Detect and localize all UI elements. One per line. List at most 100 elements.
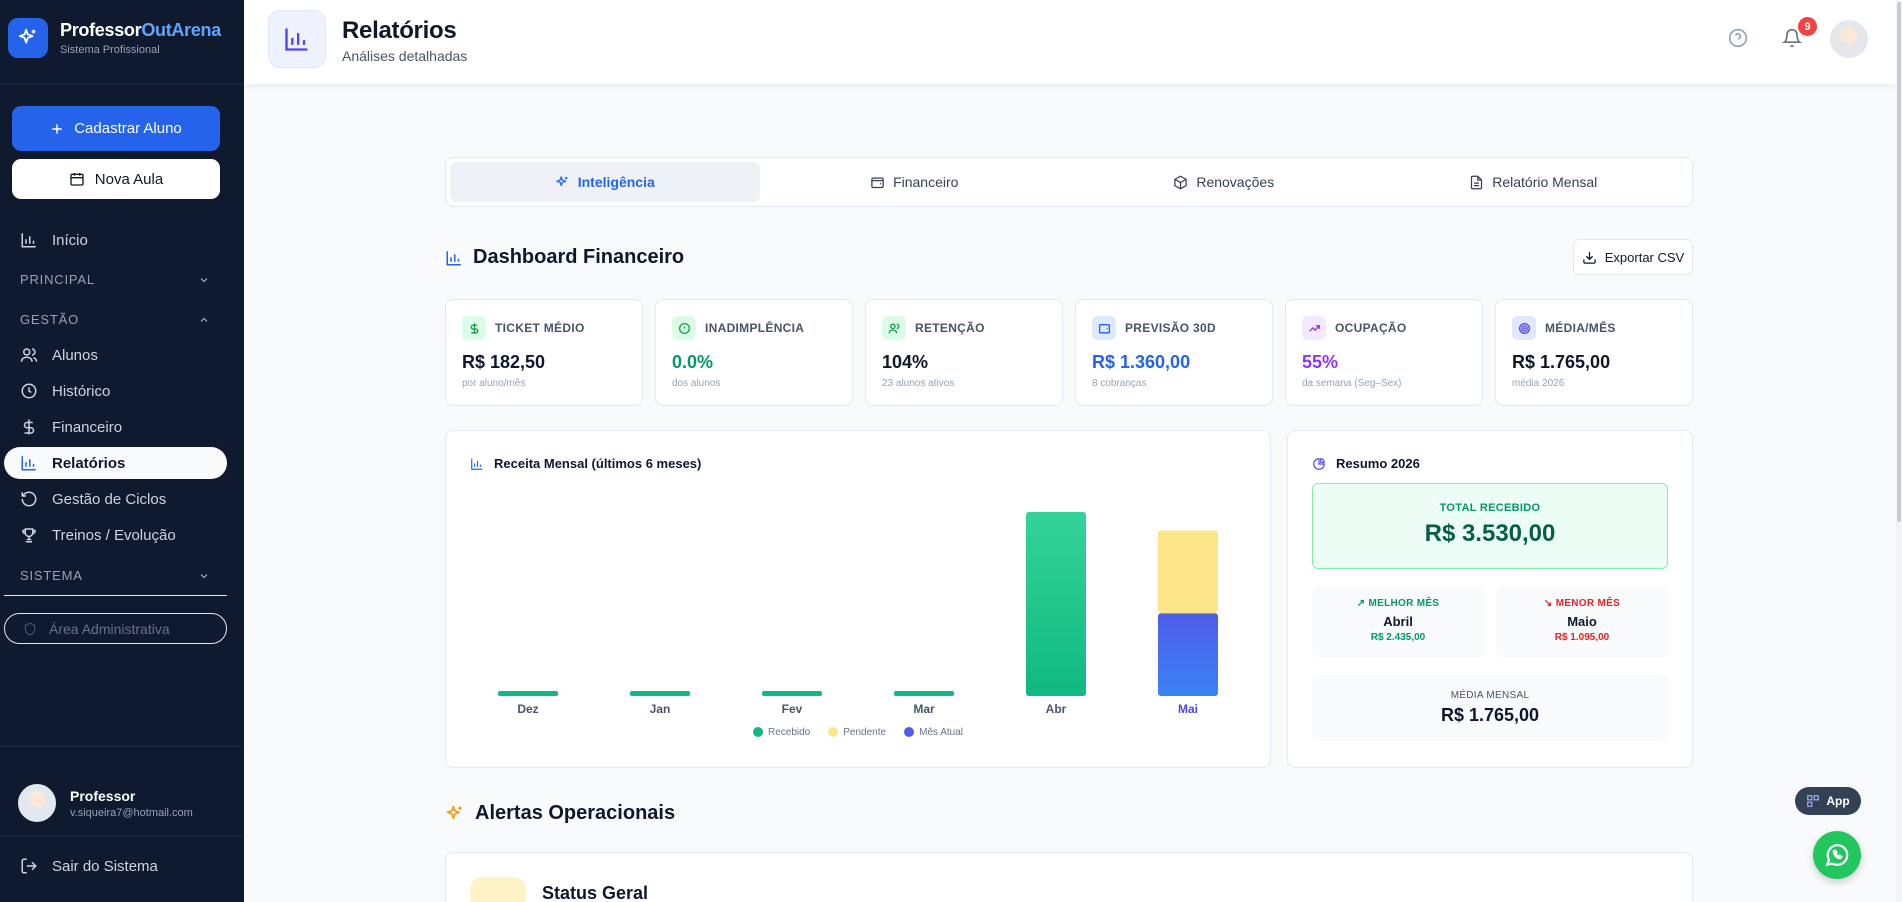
help-icon[interactable] <box>1728 28 1748 48</box>
scrollbar-thumb[interactable] <box>1897 2 1901 522</box>
best-month-value: R$ 2.435,00 <box>1370 632 1426 643</box>
chart-legend: Recebido Pendente Mês Atual <box>446 727 1270 738</box>
total-value: R$ 3.530,00 <box>1424 520 1556 547</box>
admin-area-input[interactable]: Área Administrativa <box>4 613 227 644</box>
kpi-value: R$ 1.360,00 <box>1092 352 1191 372</box>
app-icon <box>1807 795 1820 807</box>
tab-renovacoes[interactable]: Renovações <box>1069 162 1379 202</box>
package-icon <box>1174 175 1188 189</box>
bar-chart-icon <box>21 456 36 471</box>
worst-month-name: Maio <box>1567 614 1597 629</box>
x-tick-label: Dez <box>517 702 538 716</box>
logout-button[interactable]: Sair do Sistema <box>20 857 158 875</box>
divider <box>0 84 244 85</box>
bar-mar-recebido[interactable] <box>894 691 954 696</box>
kpi-subtext: 8 cobranças <box>1092 378 1147 389</box>
plus-icon <box>52 123 62 134</box>
average-label: MÉDIA MENSAL <box>1450 690 1530 701</box>
total-label: TOTAL RECEBIDO <box>1439 502 1541 514</box>
brand-name: ProfessorOutArena <box>60 20 221 40</box>
x-tick-label: Abr <box>1046 702 1067 716</box>
rotate-icon <box>21 491 37 507</box>
users-icon <box>20 348 38 362</box>
alerts-title: Alertas Operacionais <box>445 802 675 825</box>
user-profile[interactable]: Professor v.siqueira7@hotmail.com <box>18 784 193 822</box>
section-principal[interactable]: PRINCIPAL <box>20 272 210 287</box>
revenue-bar-chart: Dez Jan Fev Mar Abr Mai <box>498 512 1218 716</box>
avatar[interactable] <box>1830 20 1868 58</box>
tab-relatorio-mensal[interactable]: Relatório Mensal <box>1379 162 1689 202</box>
dashboard-title: Dashboard Financeiro <box>445 246 684 269</box>
average-value: R$ 1.765,00 <box>1440 705 1540 725</box>
bar-chart-icon <box>21 233 36 248</box>
pie-chart-icon <box>1313 457 1325 470</box>
kpi-subtext: por aluno/mês <box>462 378 526 389</box>
dollar-icon <box>462 316 486 340</box>
bar-chart-icon <box>268 10 326 68</box>
worst-month-box: ↘ MENOR MÊS Maio R$ 1.095,00 <box>1496 586 1668 658</box>
report-tabs: Inteligência Financeiro Renovações Relat… <box>445 157 1693 207</box>
kpi-inadimplencia: INADIMPLÊNCIA 0.0% dos alunos <box>655 299 853 406</box>
summary-title: Resumo 2026 <box>1312 456 1420 471</box>
bar-mai-pendente[interactable] <box>1158 530 1218 614</box>
x-tick-label: Mai <box>1178 702 1198 716</box>
chart-title: Receita Mensal (últimos 6 meses) <box>470 456 701 471</box>
page-subtitle: Análises detalhadas <box>342 48 468 64</box>
divider <box>4 595 227 596</box>
legend-item-mes-atual[interactable]: Mês Atual <box>904 727 963 738</box>
calendar-icon <box>70 173 84 186</box>
tab-inteligencia[interactable]: Inteligência <box>450 162 760 202</box>
app-button[interactable]: App <box>1795 787 1861 815</box>
kpi-value: R$ 1.765,00 <box>1512 352 1611 372</box>
legend-item-pendente[interactable]: Pendente <box>828 727 886 738</box>
sidebar-item-financeiro[interactable]: Financeiro <box>4 411 227 443</box>
new-class-button[interactable]: Nova Aula <box>12 159 220 199</box>
wallet-icon <box>871 177 884 188</box>
wallet-icon <box>1092 316 1116 340</box>
kpi-value: R$ 182,50 <box>462 352 546 372</box>
bar-chart-icon <box>471 458 483 470</box>
kpi-retencao: RETENÇÃO 104% 23 alunos ativos <box>865 299 1063 406</box>
chevron-down-icon <box>200 573 208 578</box>
sidebar-item-relatorios[interactable]: Relatórios <box>4 447 227 479</box>
section-gestao[interactable]: GESTÃO <box>20 312 210 327</box>
legend-item-recebido[interactable]: Recebido <box>752 727 810 738</box>
best-month-label: ↗ MELHOR MÊS <box>1356 598 1440 609</box>
sidebar-item-treinos[interactable]: Treinos / Evolução <box>4 519 227 551</box>
brand[interactable]: ProfessorOutArena Sistema Profissional <box>8 18 221 58</box>
sidebar-item-historico[interactable]: Histórico <box>4 375 227 407</box>
kpi-subtext: média 2026 <box>1512 378 1565 389</box>
section-sistema[interactable]: SISTEMA <box>20 568 210 583</box>
bar-mai-mes-atual[interactable] <box>1158 613 1218 696</box>
sidebar-item-gestao-ciclos[interactable]: Gestão de Ciclos <box>4 483 227 515</box>
chevron-down-icon <box>200 277 208 282</box>
kpi-ticket-medio: TICKET MÉDIO R$ 182,50 por aluno/mês <box>445 299 643 406</box>
add-student-button[interactable]: Cadastrar Aluno <box>12 106 220 151</box>
revenue-chart-card: Receita Mensal (últimos 6 meses) Dez Jan F… <box>445 430 1271 768</box>
export-csv-button[interactable]: Exportar CSV <box>1573 239 1693 275</box>
bar-abr-recebido[interactable] <box>1026 512 1086 696</box>
page-title: Relatórios <box>342 17 457 44</box>
shield-icon <box>24 622 36 635</box>
chevron-up-icon <box>200 317 208 322</box>
tab-financeiro[interactable]: Financeiro <box>760 162 1070 202</box>
sparkles-icon <box>555 175 568 186</box>
profile-email: v.siqueira7@hotmail.com <box>70 806 193 819</box>
x-tick-label: Jan <box>650 702 671 716</box>
sidebar: ProfessorOutArena Sistema Profissional C… <box>0 0 244 902</box>
bar-dez-recebido[interactable] <box>498 691 558 696</box>
sparkles-logo-icon <box>8 18 48 58</box>
sidebar-item-alunos[interactable]: Alunos <box>4 339 227 371</box>
trending-up-icon <box>1302 316 1326 340</box>
best-month-name: Abril <box>1383 614 1413 629</box>
file-text-icon <box>1471 175 1483 189</box>
kpi-value: 0.0% <box>672 352 714 372</box>
bell-icon[interactable] <box>1782 28 1802 48</box>
kpi-media-mes: MÉDIA/MÊS R$ 1.765,00 média 2026 <box>1495 299 1693 406</box>
sidebar-item-home[interactable]: Início <box>4 224 227 256</box>
x-tick-label: Fev <box>782 702 803 716</box>
kpi-subtext: dos alunos <box>672 378 721 389</box>
bar-jan-recebido[interactable] <box>630 691 690 696</box>
bar-fev-recebido[interactable] <box>762 691 822 696</box>
whatsapp-button[interactable] <box>1813 831 1861 879</box>
